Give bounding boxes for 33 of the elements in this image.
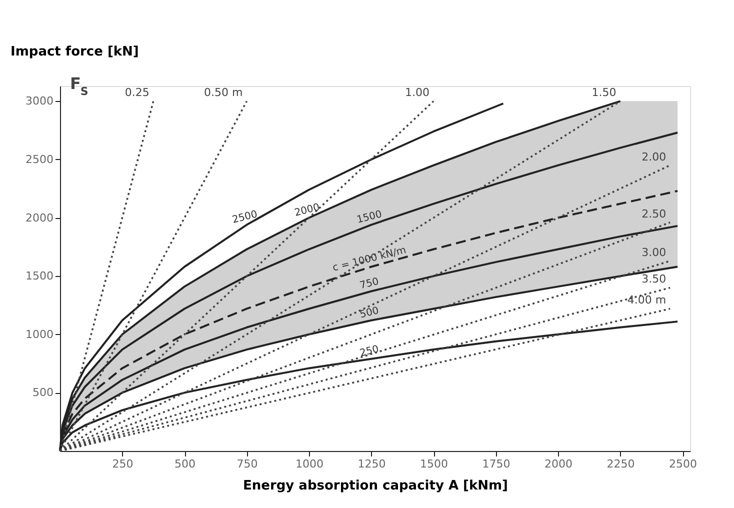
- x-tick-label: 1750: [482, 458, 510, 470]
- text: 1500: [356, 209, 384, 226]
- text: 750: [358, 276, 380, 292]
- series-label: 1.50: [592, 86, 616, 100]
- y-tick-label: 2000: [26, 211, 54, 224]
- x-tick-label: 1500: [420, 458, 448, 470]
- y-axis-title: Impact force [kN]: [10, 44, 139, 60]
- x-tick-label: 250: [112, 458, 134, 470]
- series-label: 2.50: [642, 207, 666, 220]
- series-label: 1.00: [405, 86, 430, 100]
- x-tick-label: 2250: [606, 458, 635, 470]
- text: 500: [358, 305, 380, 321]
- y-tick-label: 3000: [26, 94, 54, 108]
- text: 250: [358, 344, 380, 360]
- text: 2000: [294, 202, 321, 219]
- y-tick-label: 1000: [26, 328, 54, 341]
- series-label: 3.50: [642, 272, 666, 286]
- x-tick-label: 1000: [296, 458, 324, 470]
- x-tick-label: 2000: [544, 458, 573, 470]
- y-tick-label: 1500: [26, 270, 54, 283]
- series-label: 0.25: [124, 86, 150, 100]
- series-label: 4.00 m: [627, 294, 666, 307]
- series-label: 2.00: [642, 150, 666, 164]
- text: 2500: [231, 209, 259, 226]
- series-label: 0.50 m: [204, 86, 243, 100]
- x-tick-label: 500: [174, 458, 196, 470]
- y-tick-label: 2500: [26, 152, 54, 166]
- x-axis-title: Energy absorption capacity A [kNm]: [243, 478, 508, 494]
- x-tick-label: 1250: [358, 458, 386, 470]
- y-tick-label: 500: [32, 386, 54, 400]
- x-tick-label: 750: [236, 458, 258, 470]
- series-label: 3.00: [642, 246, 666, 259]
- x-tick-label: 2500: [669, 458, 698, 470]
